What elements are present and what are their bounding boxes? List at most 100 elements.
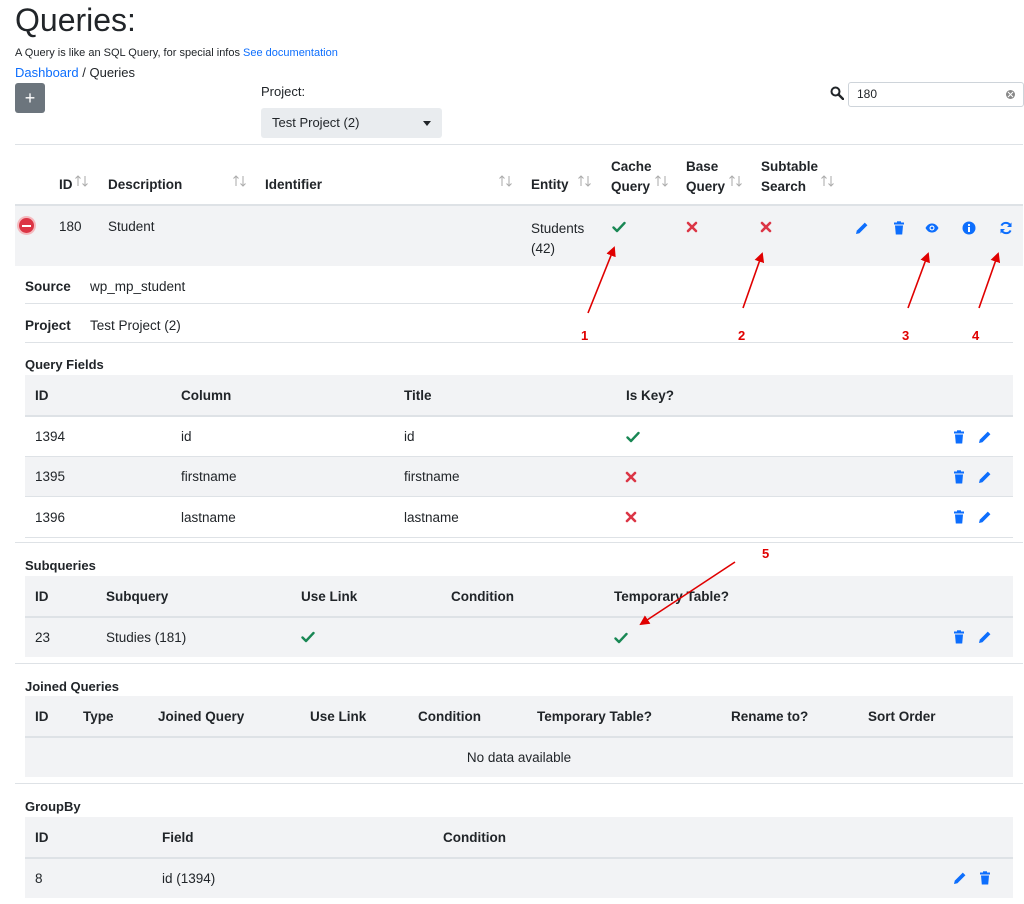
col-header-subtable-line2: Search (761, 179, 807, 194)
sort-icon[interactable] (729, 175, 743, 187)
sort-icon[interactable] (499, 175, 513, 187)
jq-col-temporary-table: Temporary Table? (537, 709, 653, 724)
pencil-icon[interactable] (855, 221, 869, 235)
sort-icon[interactable] (233, 175, 247, 187)
annotation-label-4: 4 (972, 328, 980, 343)
eye-icon[interactable] (925, 221, 939, 235)
clear-search-icon[interactable] (1006, 90, 1015, 99)
col-header-base-query[interactable]: Base Query (686, 157, 725, 197)
divider (15, 663, 1023, 664)
no-data-message: No data available (466, 750, 572, 765)
divider (15, 783, 1023, 784)
pencil-icon[interactable] (978, 510, 992, 524)
qf-col-column: Column (181, 388, 232, 403)
trash-icon[interactable] (892, 221, 906, 235)
annotation-label-2: 2 (738, 328, 746, 343)
gb-row-field: id (1394) (162, 871, 216, 886)
trash-icon[interactable] (952, 470, 966, 484)
project-value: Test Project (2) (90, 318, 181, 333)
qf-row-column: id (181, 429, 192, 444)
source-value: wp_mp_student (90, 279, 186, 294)
qf-row-title: id (404, 429, 415, 444)
sq-col-subquery: Subquery (106, 589, 169, 604)
sort-icon[interactable] (578, 175, 592, 187)
breadcrumb-dashboard-link[interactable]: Dashboard (15, 65, 79, 80)
pencil-icon[interactable] (978, 430, 992, 444)
breadcrumb-separator: / (82, 65, 86, 80)
divider (25, 857, 1013, 859)
sq-row-subquery: Studies (181) (106, 630, 187, 645)
project-label: Project (25, 318, 71, 333)
jq-col-sort-order: Sort Order (868, 709, 936, 724)
pencil-icon[interactable] (978, 630, 992, 644)
cross-icon (625, 471, 637, 483)
caret-down-icon (423, 121, 431, 126)
breadcrumb: Dashboard / Queries (15, 65, 135, 80)
col-header-id[interactable]: ID (59, 177, 73, 192)
row-id: 180 (59, 219, 82, 234)
gb-col-condition: Condition (443, 830, 506, 845)
add-query-button[interactable]: + (15, 83, 45, 113)
joined-queries-title: Joined Queries (25, 679, 119, 694)
gb-col-field: Field (162, 830, 194, 845)
groupby-title: GroupBy (25, 799, 81, 814)
col-header-entity[interactable]: Entity (531, 177, 569, 192)
table-row (25, 859, 1013, 898)
subqueries-header (25, 576, 1013, 616)
joined-queries-header (25, 696, 1013, 736)
jq-col-joined-query: Joined Query (158, 709, 245, 724)
sort-icon[interactable] (655, 175, 669, 187)
subqueries-title: Subqueries (25, 558, 96, 573)
jq-col-rename-to: Rename to? (731, 709, 809, 724)
page-subtitle: A Query is like an SQL Query, for specia… (15, 47, 338, 59)
col-header-description[interactable]: Description (108, 177, 183, 192)
annotation-label-5: 5 (762, 546, 770, 561)
pencil-icon[interactable] (978, 470, 992, 484)
annotation-label-1: 1 (581, 328, 589, 343)
project-select[interactable]: Test Project (2) (261, 108, 442, 138)
trash-icon[interactable] (952, 630, 966, 644)
jq-col-type: Type (83, 709, 114, 724)
table-header-border (15, 204, 1023, 206)
sq-col-use-link: Use Link (301, 589, 358, 604)
cross-icon (625, 511, 637, 523)
sort-icon[interactable] (75, 175, 89, 187)
check-icon (626, 431, 640, 443)
trash-icon[interactable] (978, 871, 992, 885)
table-row (15, 206, 1023, 266)
col-header-subtable-search[interactable]: Subtable Search (761, 157, 818, 197)
qf-row-column: lastname (181, 510, 236, 525)
annotation-label-3: 3 (902, 328, 910, 343)
info-icon[interactable] (962, 221, 976, 235)
collapse-row-icon[interactable] (19, 218, 34, 233)
pencil-icon[interactable] (953, 871, 967, 885)
sq-col-temporary-table: Temporary Table? (614, 589, 730, 604)
trash-icon[interactable] (952, 510, 966, 524)
table-top-border (15, 144, 1023, 145)
search-input[interactable]: 180 (848, 82, 1024, 107)
col-header-subtable-line1: Subtable (761, 159, 819, 174)
col-header-identifier[interactable]: Identifier (265, 177, 323, 192)
documentation-link[interactable]: See documentation (243, 47, 338, 59)
row-description: Student (108, 219, 155, 234)
qf-row-column: firstname (181, 469, 237, 484)
qf-col-is-key: Is Key? (626, 388, 675, 403)
jq-col-use-link: Use Link (310, 709, 367, 724)
row-entity-count: (42) (531, 241, 556, 256)
divider (25, 415, 1013, 417)
divider (25, 342, 1013, 343)
qf-row-id: 1396 (35, 510, 66, 525)
sort-icon[interactable] (821, 175, 835, 187)
divider (25, 736, 1013, 738)
trash-icon[interactable] (952, 430, 966, 444)
divider (25, 537, 1013, 538)
col-header-cache-line1: Cache (611, 159, 652, 174)
sq-col-condition: Condition (451, 589, 514, 604)
qf-row-title: firstname (404, 469, 460, 484)
refresh-icon[interactable] (999, 221, 1013, 235)
sq-col-id: ID (35, 589, 49, 604)
table-row (25, 457, 1013, 496)
gb-col-id: ID (35, 830, 49, 845)
row-entity: Students (42) (531, 219, 584, 259)
col-header-cache-query[interactable]: Cache Query (611, 157, 652, 197)
